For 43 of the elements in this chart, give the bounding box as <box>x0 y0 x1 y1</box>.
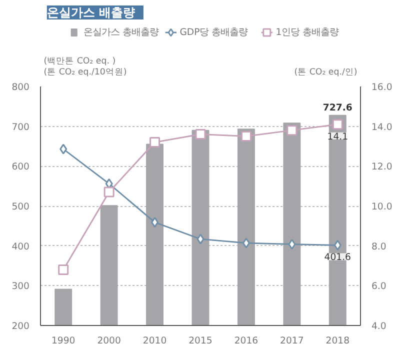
point <box>60 144 68 154</box>
x-tick-label: 2015 <box>188 336 212 346</box>
data-label: 727.6 <box>322 102 352 114</box>
x-tick-label: 2018 <box>326 336 350 346</box>
y-tick-label: 600 <box>12 162 30 173</box>
point <box>332 119 343 130</box>
x-tick-label: 1990 <box>51 336 76 346</box>
y-tick-label: 500 <box>12 202 30 212</box>
y-tick-label: 300 <box>12 281 30 292</box>
y2-tick-label: 4.0 <box>372 321 386 332</box>
legend-label: 1인당 총배출량 <box>276 27 339 38</box>
x-tick-label: 2017 <box>280 336 304 346</box>
y2-tick-label: 6.0 <box>372 281 386 292</box>
y-tick-label: 200 <box>12 321 30 332</box>
point <box>334 240 342 250</box>
point <box>196 234 204 244</box>
y2-tick-label: 16.0 <box>372 82 392 93</box>
chart-title: 온실가스 배출량 <box>46 6 136 20</box>
point <box>286 125 298 136</box>
point <box>240 131 252 142</box>
point <box>195 129 206 140</box>
point <box>150 137 160 148</box>
point <box>288 238 296 250</box>
y-axis-title: (백만톤 CO₂ eq. ) (톤 CO₂ eq./10억원) <box>44 56 127 78</box>
x-tick-label: 2010 <box>142 336 167 346</box>
y2-axis-title: (톤 CO₂ eq./인) <box>294 68 358 78</box>
y2-tick-label: 14.0 <box>372 122 392 133</box>
y2-tick-label: 10.0 <box>372 202 392 212</box>
y-tick-label: 700 <box>12 122 30 133</box>
legend-label: 온실가스 총배출량 <box>84 27 159 38</box>
data-label: 14.1 <box>327 131 348 142</box>
point <box>58 264 69 275</box>
point <box>242 238 250 248</box>
y-tick-label: 800 <box>12 82 30 93</box>
x-tick-label: 2016 <box>234 336 258 346</box>
data-label: 401.6 <box>324 252 352 264</box>
legend-label: GDP당 총배출량 <box>180 27 248 38</box>
point <box>151 217 159 228</box>
x-tick-label: 2000 <box>97 336 122 346</box>
y2-tick-label: 8.0 <box>372 241 386 252</box>
point <box>104 186 114 198</box>
y2-tick-label: 12.0 <box>372 162 392 173</box>
y-tick-label: 400 <box>12 241 30 252</box>
